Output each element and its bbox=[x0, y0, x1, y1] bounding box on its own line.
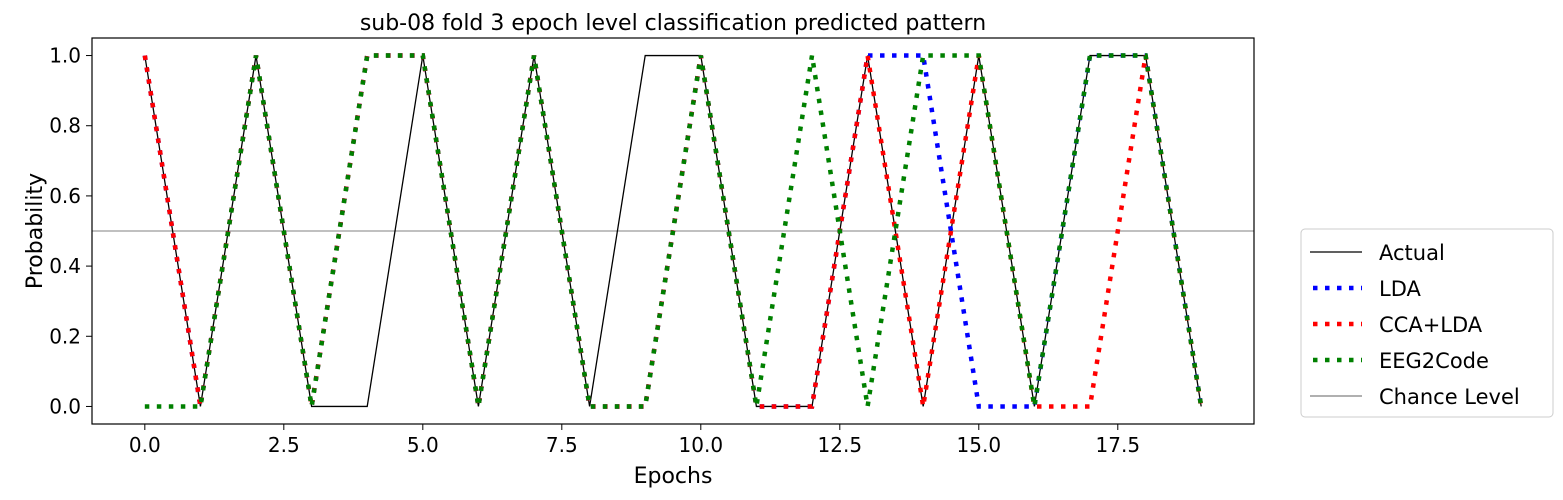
y-tick-label: 1.0 bbox=[49, 44, 81, 68]
x-tick-label: 2.5 bbox=[268, 433, 300, 457]
y-tick-label: 0.6 bbox=[49, 184, 81, 208]
legend-label: CCA+LDA bbox=[1379, 313, 1483, 337]
x-tick-label: 0.0 bbox=[129, 433, 161, 457]
plot-frame bbox=[91, 37, 1255, 425]
series-line-eeg2code bbox=[144, 53, 1204, 409]
x-tick-label: 5.0 bbox=[407, 433, 439, 457]
x-tick-label: 15.0 bbox=[957, 433, 1002, 457]
x-tick-label: 7.5 bbox=[546, 433, 578, 457]
legend-label: EEG2Code bbox=[1379, 349, 1489, 373]
x-tick-label: 17.5 bbox=[1096, 433, 1141, 457]
y-tick-label: 0.8 bbox=[49, 114, 81, 138]
y-tick-label: 0.2 bbox=[49, 324, 81, 348]
chart-title: sub-08 fold 3 epoch level classification… bbox=[360, 11, 986, 36]
series-layer bbox=[92, 53, 1254, 409]
y-axis: 0.0 0.2 0.4 0.6 0.8 1.0 bbox=[49, 44, 92, 418]
y-axis-title: Probability bbox=[23, 173, 48, 289]
legend-label: Actual bbox=[1379, 241, 1445, 265]
x-tick-label: 10.0 bbox=[679, 433, 724, 457]
x-tick-label: 12.5 bbox=[818, 433, 863, 457]
legend: Actual LDA CCA+LDA EEG2Code Chance Level bbox=[1300, 228, 1554, 418]
series-line-actual bbox=[144, 54, 1202, 408]
y-tick-label: 0.0 bbox=[49, 394, 81, 418]
x-axis: 0.0 2.5 5.0 7.5 10.0 12.5 15.0 17.5 bbox=[129, 424, 1140, 457]
legend-frame bbox=[1300, 228, 1554, 418]
legend-label: LDA bbox=[1379, 277, 1422, 301]
legend-label: Chance Level bbox=[1379, 385, 1520, 409]
y-tick-label: 0.4 bbox=[49, 254, 81, 278]
x-axis-title: Epochs bbox=[634, 464, 713, 489]
